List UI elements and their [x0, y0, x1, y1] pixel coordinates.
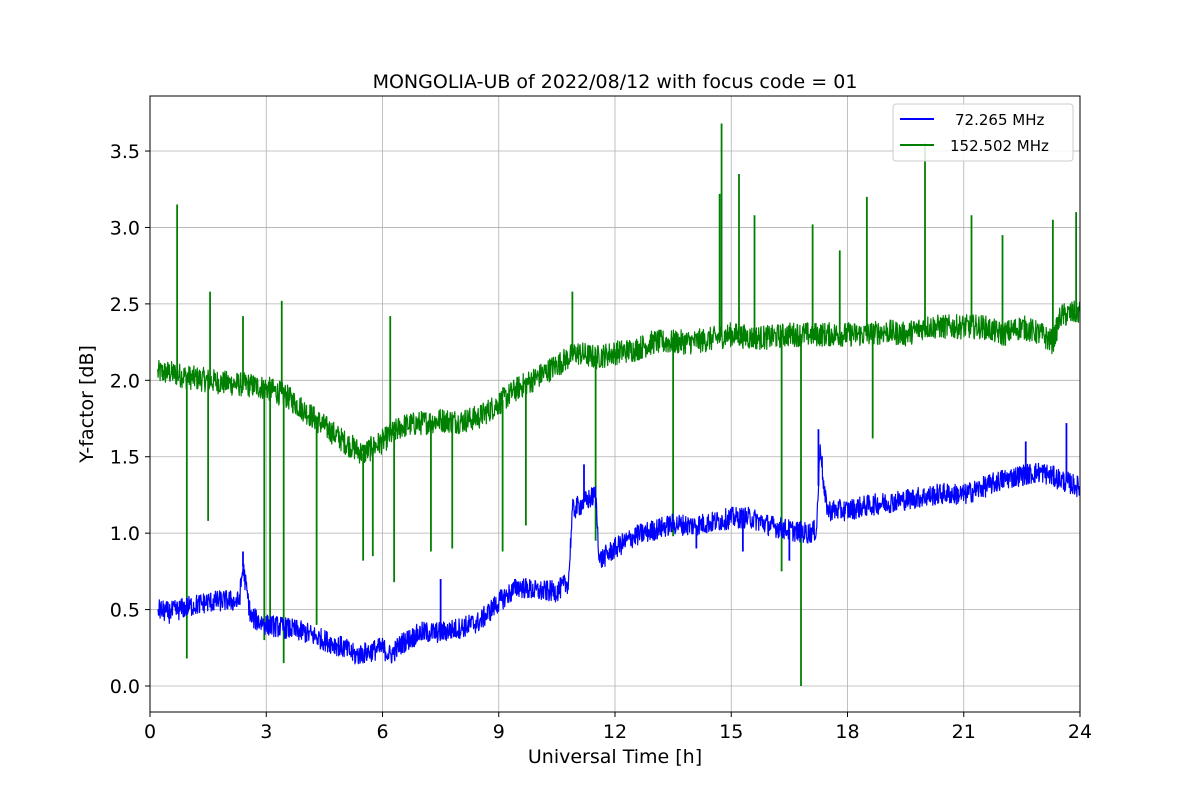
- y-tick-label: 2.0: [110, 370, 140, 392]
- x-tick-label: 21: [952, 721, 976, 743]
- series-line: [157, 444, 1081, 665]
- legend-box: [892, 103, 1074, 162]
- x-tick-label: 3: [260, 721, 272, 743]
- chart-title: MONGOLIA-UB of 2022/08/12 with focus cod…: [373, 71, 858, 93]
- y-tick-label: 0.5: [110, 600, 140, 622]
- x-tick-label: 6: [376, 721, 388, 743]
- y-tick-label: 3.0: [110, 217, 140, 239]
- plot-area: [157, 123, 1081, 687]
- legend-label-72: 72.265 MHz: [955, 111, 1044, 129]
- x-tick-label: 24: [1068, 721, 1092, 743]
- series-line: [157, 299, 1081, 464]
- x-tick-label: 15: [719, 721, 743, 743]
- x-tick-label: 12: [603, 721, 627, 743]
- y-tick-label: 1.0: [110, 523, 140, 545]
- y-axis: 0.0 0.5 1.0 1.5 2.0 2.5 3.0 3.5: [110, 141, 150, 698]
- x-axis: 0 3 6 9 12 15 18 21 24: [144, 712, 1092, 743]
- y-tick-label: 1.5: [110, 447, 140, 469]
- legend: 72.265 MHz 152.502 MHz: [892, 103, 1074, 162]
- x-axis-label: Universal Time [h]: [528, 746, 702, 768]
- gridlines: [149, 96, 1081, 712]
- legend-label-152: 152.502 MHz: [950, 137, 1049, 155]
- x-tick-label: 18: [835, 721, 859, 743]
- x-tick-label: 9: [493, 721, 505, 743]
- y-axis-label: Y-factor [dB]: [76, 345, 98, 464]
- y-tick-label: 3.5: [110, 141, 140, 163]
- x-tick-label: 0: [144, 721, 156, 743]
- y-tick-label: 2.5: [110, 294, 140, 316]
- y-tick-label: 0.0: [110, 676, 140, 698]
